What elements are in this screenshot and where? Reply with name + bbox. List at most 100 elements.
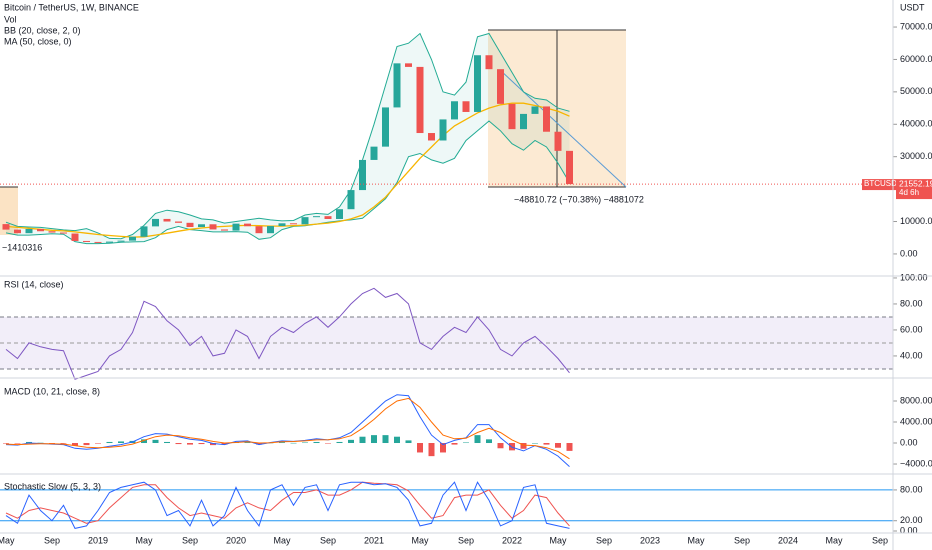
y-tick-label: 30000.00 — [900, 151, 932, 161]
candle — [531, 106, 539, 114]
price-tag — [862, 179, 896, 191]
candle — [370, 146, 378, 160]
candle — [393, 63, 401, 108]
histogram-bar — [359, 436, 366, 444]
candle — [290, 223, 297, 225]
plot-layer: 0.00 10000.00 30000.00 40000.00 50000.00 6000… — [0, 21, 932, 545]
x-tick-label: May — [549, 535, 567, 545]
histogram-bar — [325, 443, 331, 444]
candle — [60, 232, 67, 234]
histogram-bar — [198, 443, 205, 445]
x-tick-label: Sep — [44, 535, 60, 545]
y-tick-label: 40.00 — [900, 350, 923, 360]
x-tick-label: May — [135, 535, 153, 545]
x-tick-label: May — [273, 535, 291, 545]
histogram-bar — [221, 443, 228, 445]
candle — [313, 216, 320, 218]
indicator-label: Vol — [4, 14, 17, 24]
candle — [106, 241, 113, 243]
histogram-bar — [187, 443, 193, 445]
candle — [301, 217, 309, 225]
unit-label: USDT — [900, 2, 925, 12]
x-tick-label: May — [687, 535, 705, 545]
candle — [566, 150, 573, 185]
x-tick-label: 2023 — [640, 535, 660, 545]
candle — [462, 101, 470, 112]
measure-annotation: −48810.72 (−70.38%) −4881072 — [514, 194, 644, 204]
histogram-bar — [60, 443, 67, 444]
candle — [232, 223, 240, 231]
candle — [209, 224, 217, 230]
y-tick-label: 80.00 — [900, 484, 923, 494]
x-tick-label: Sep — [320, 535, 336, 545]
histogram-bar — [141, 439, 147, 444]
histogram-bar — [486, 439, 492, 444]
histogram-bar — [279, 442, 285, 444]
candle — [347, 190, 355, 210]
histogram-bar — [348, 439, 354, 444]
ma-line — [5, 102, 570, 238]
panel-title: Stochastic Slow (5, 3, 3) — [4, 481, 101, 491]
candle — [244, 223, 251, 227]
histogram-bar — [164, 441, 170, 444]
histogram-bar — [244, 442, 251, 444]
signal-line — [5, 397, 570, 460]
y-tick-label: 20.00 — [900, 515, 923, 525]
y-tick-label: 80.00 — [900, 298, 923, 308]
candle — [48, 231, 56, 233]
histogram-bar — [290, 442, 297, 444]
y-tick-label: 40000.00 — [900, 119, 932, 129]
indicator-label: BB (20, close, 2, 0) — [4, 25, 81, 35]
candle — [508, 103, 516, 130]
x-tick-label: Sep — [872, 535, 888, 545]
histogram-bar — [152, 439, 159, 444]
histogram-bar — [302, 442, 308, 444]
y-tick-label: 0.00 — [900, 248, 918, 258]
price-tag-value: 21552.19 — [899, 178, 932, 188]
candle — [324, 216, 332, 219]
candle — [94, 241, 102, 243]
y-tick-label: 0.00 — [900, 525, 918, 535]
candle — [14, 229, 21, 234]
histogram-bar — [26, 441, 32, 444]
histogram-bar — [72, 443, 78, 446]
price-tag-box — [896, 179, 932, 200]
candle — [382, 107, 389, 147]
histogram-bar — [451, 443, 458, 445]
candle — [267, 226, 274, 234]
candle — [186, 222, 194, 228]
histogram-bar — [520, 443, 527, 449]
histogram-bar — [382, 435, 389, 444]
x-tick-label: May — [411, 535, 429, 545]
histogram-bar — [428, 443, 435, 457]
candle — [221, 229, 228, 231]
histogram-bar — [95, 443, 101, 444]
histogram-bar — [440, 443, 446, 453]
x-tick-label: Sep — [596, 535, 612, 545]
histogram-bar — [566, 443, 573, 451]
panel-title: RSI (14, close) — [4, 279, 64, 289]
chart-title: Bitcoin / TetherUS, 1W, BINANCE — [4, 2, 139, 12]
candle — [71, 233, 79, 241]
candle — [520, 113, 527, 130]
candle — [543, 106, 550, 132]
y-tick-label: 60000.00 — [900, 54, 932, 64]
candle — [129, 236, 136, 241]
candle — [428, 133, 435, 141]
candle — [554, 131, 562, 151]
histogram-bar — [543, 443, 550, 445]
histogram-bar — [405, 440, 412, 444]
candle — [474, 55, 481, 112]
candle — [2, 224, 10, 230]
histogram-bar — [417, 443, 423, 453]
x-tick-label: 2024 — [778, 535, 798, 545]
candle — [175, 221, 182, 223]
rsi-line — [5, 287, 570, 380]
price-tag-countdown: 4d 6h — [899, 188, 919, 197]
bb-lower — [5, 120, 570, 245]
histogram-bar — [555, 443, 561, 448]
histogram-bar — [371, 435, 377, 444]
candle — [83, 240, 90, 242]
